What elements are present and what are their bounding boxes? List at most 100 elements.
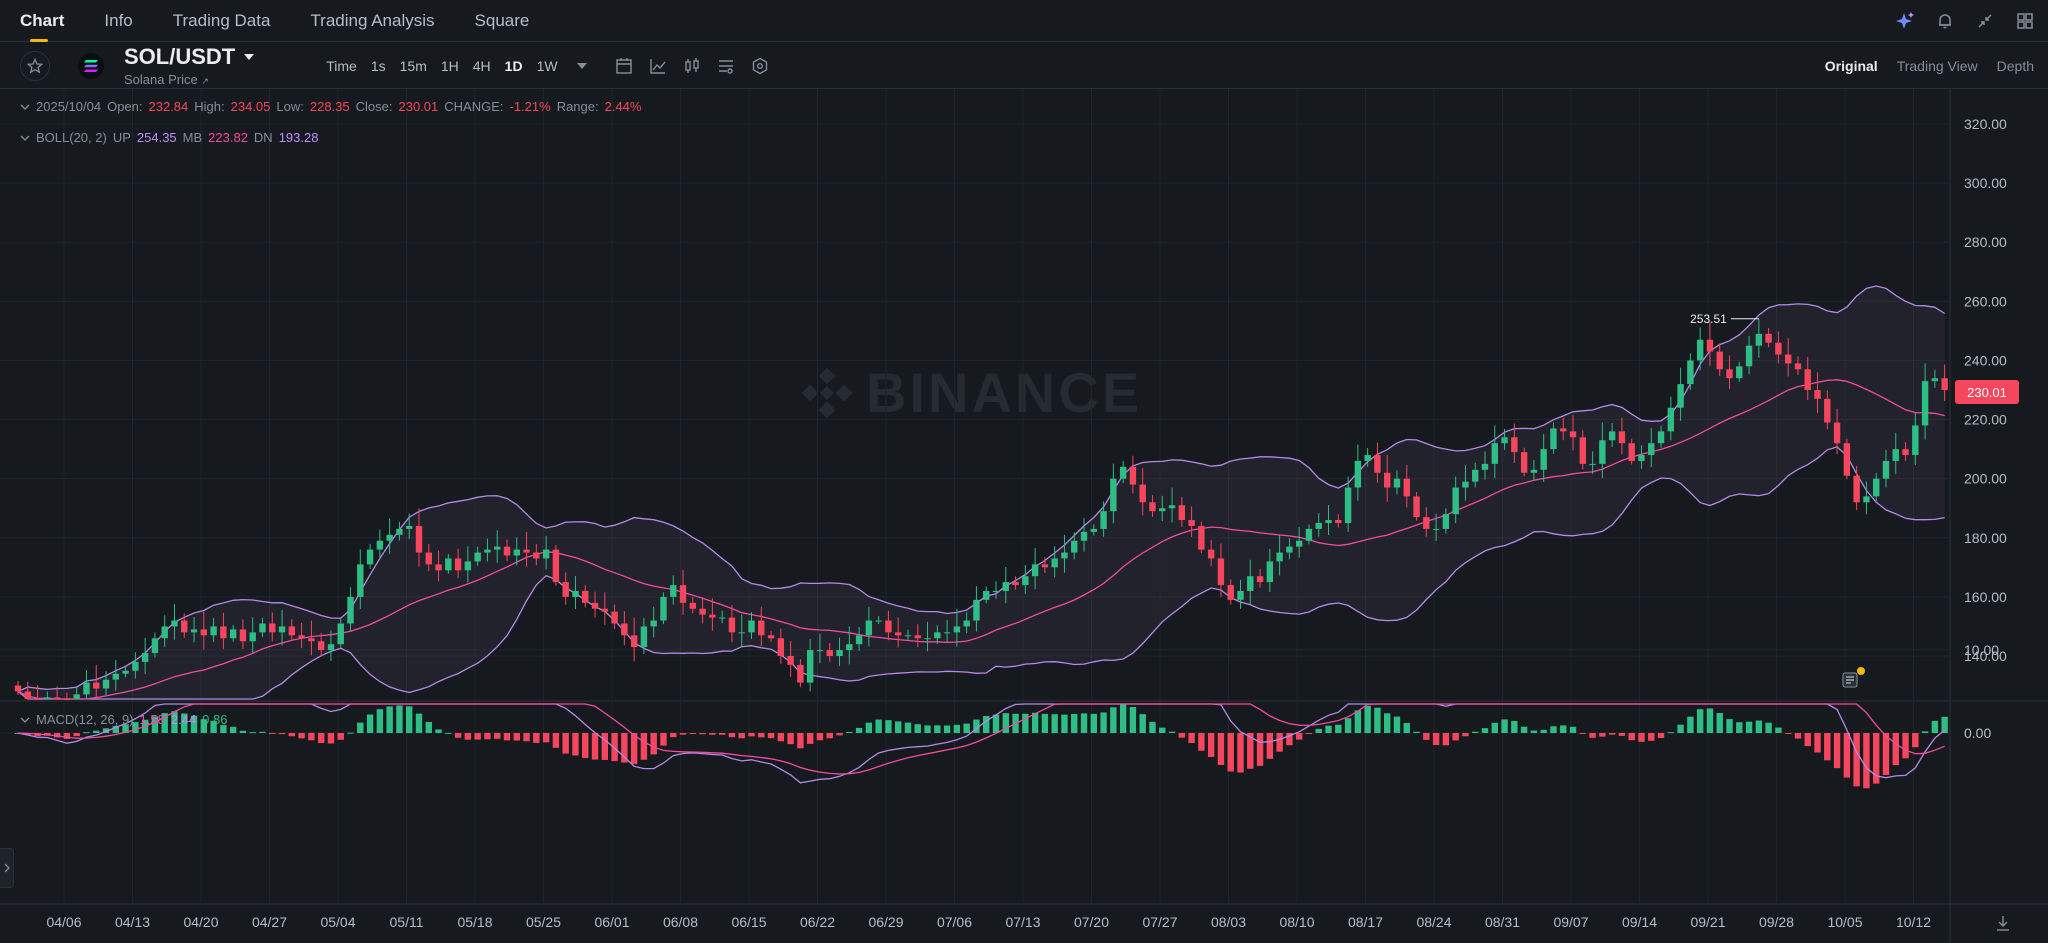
interval-time[interactable]: Time	[326, 57, 357, 74]
y-tick-label: 320.00	[1964, 116, 2007, 132]
macd-histogram-bar	[1354, 710, 1362, 733]
x-tick-label: 06/22	[800, 914, 835, 930]
scroll-to-latest-icon[interactable]	[1994, 914, 2012, 932]
tab-trading-data[interactable]: Trading Data	[172, 10, 271, 30]
collapse-chevron-icon[interactable]	[20, 715, 30, 725]
view-original[interactable]: Original	[1824, 58, 1878, 74]
candle-body	[122, 670, 129, 674]
macd-histogram-bar	[552, 733, 560, 748]
macd-histogram-bar	[73, 733, 80, 737]
collapse-chevron-icon[interactable]	[20, 102, 30, 112]
more-intervals-caret-icon[interactable]	[571, 55, 593, 77]
favorite-star-icon[interactable]	[20, 50, 50, 81]
interval-1s[interactable]: 1s	[370, 57, 386, 74]
tab-chart[interactable]: Chart	[0, 0, 84, 42]
view-trading-view[interactable]: Trading View	[1896, 58, 1978, 74]
macd-histogram-bar	[366, 714, 374, 733]
collapse-chevron-icon[interactable]	[20, 133, 30, 143]
interval-1d[interactable]: 1D	[504, 57, 523, 74]
x-tick-label: 10/05	[1827, 914, 1862, 930]
pair-subtitle[interactable]: Solana Price	[124, 72, 198, 87]
candle-body	[494, 546, 501, 550]
y-tick-label: 140.00	[1964, 648, 2007, 664]
candle-body	[552, 549, 560, 583]
macd-histogram-bar	[679, 733, 687, 735]
candle-body	[1374, 455, 1381, 473]
candle-body	[689, 602, 697, 609]
calendar-icon[interactable]	[613, 55, 635, 77]
view-depth[interactable]: Depth	[1996, 58, 2034, 74]
macd-histogram-bar	[1501, 719, 1508, 733]
candle-body	[885, 620, 892, 633]
tab-square[interactable]: Square	[474, 10, 530, 30]
candle-body	[53, 697, 61, 699]
layout-grid-icon[interactable]	[2014, 10, 2036, 32]
macd-histogram-bar	[317, 733, 325, 744]
gear-icon[interactable]	[749, 55, 771, 77]
macd-histogram-bar	[376, 709, 384, 733]
candle-body	[435, 564, 442, 571]
candle-body	[376, 540, 384, 550]
side-panel-handle[interactable]	[0, 848, 14, 888]
candle-body	[816, 650, 824, 652]
candle-body	[758, 620, 765, 636]
interval-1h[interactable]: 1H	[440, 57, 459, 74]
macd-histogram-bar	[190, 715, 198, 733]
macd-histogram-bar	[1159, 727, 1166, 733]
macd-tick-label: 10.00	[1964, 642, 1999, 658]
pair-selector[interactable]: SOL/USDT Solana Price ↗	[124, 44, 255, 87]
watermark: BINANCE	[800, 360, 1142, 425]
close-value: 230.01	[398, 99, 439, 114]
boll-dn-value: 193.28	[278, 130, 319, 145]
price-chart[interactable]: 320.00 300.00 280.00 260.00 240.00 220.00 200.…	[0, 89, 2048, 943]
candle-body	[464, 561, 472, 571]
nav-icons	[1894, 0, 2036, 42]
ai-sparkle-icon[interactable]	[1894, 10, 1916, 32]
x-tick-label: 07/06	[937, 914, 972, 930]
interval-1w[interactable]: 1W	[536, 57, 558, 74]
macd-histogram-bar	[93, 730, 100, 733]
candle-body	[621, 623, 628, 636]
candle-body	[425, 552, 432, 565]
macd-histogram-bar	[1217, 733, 1225, 765]
macd-histogram-bar	[1804, 733, 1811, 747]
macd-histogram-bar	[474, 733, 481, 740]
macd-histogram-bar	[1628, 733, 1635, 741]
low-value: 228.35	[309, 99, 350, 114]
macd-tick-label: 0.00	[1964, 725, 1991, 741]
tab-info[interactable]: Info	[104, 10, 133, 30]
external-link-icon: ↗	[201, 76, 209, 86]
collapse-icon[interactable]	[1974, 10, 1996, 32]
candle-type-icon[interactable]	[681, 55, 703, 77]
macd-histogram-bar	[1061, 714, 1068, 733]
candle-body	[699, 608, 706, 615]
x-tick-label: 04/27	[252, 914, 287, 930]
candle-body	[1814, 390, 1821, 399]
indicator-line-icon[interactable]	[647, 55, 669, 77]
candle-body	[1882, 460, 1890, 479]
candle-body	[44, 697, 51, 699]
candle-body	[454, 558, 462, 571]
candle-body	[298, 635, 305, 639]
chart-axes: 320.00 300.00 280.00 260.00 240.00 220.00 200.…	[46, 116, 2007, 930]
macd-histogram-bar	[337, 733, 344, 740]
macd-histogram-bar	[415, 713, 423, 733]
x-tick-label: 09/14	[1622, 914, 1657, 930]
macd-histogram-bar	[846, 731, 853, 733]
tab-trading-analysis[interactable]: Trading Analysis	[310, 10, 435, 30]
macd-histogram-bar	[1071, 714, 1078, 733]
interval-15m[interactable]: 15m	[399, 57, 427, 74]
macd-histogram-bar	[875, 719, 882, 733]
notes-icon[interactable]	[1840, 666, 1866, 690]
candle-body	[630, 635, 638, 648]
candle-body	[1696, 339, 1704, 361]
interval-4h[interactable]: 4H	[472, 57, 491, 74]
macd-histogram-bar	[1276, 733, 1283, 752]
macd-histogram-bar	[259, 731, 266, 733]
macd-histogram-bar	[1726, 719, 1733, 733]
macd-histogram-bar	[102, 728, 110, 733]
macd-histogram-bar	[83, 732, 90, 734]
bell-icon[interactable]	[1934, 10, 1956, 32]
candle-body	[1579, 437, 1586, 464]
chart-settings-icon[interactable]	[715, 55, 737, 77]
